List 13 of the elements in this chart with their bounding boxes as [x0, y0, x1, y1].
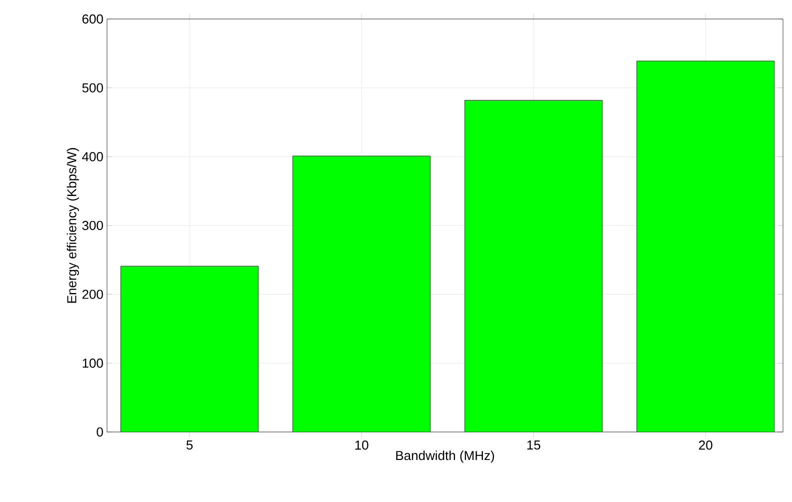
y-tick-label: 0 — [96, 427, 103, 437]
x-axis-title: Bandwidth (MHz) — [396, 450, 494, 463]
y-tick-label: 200 — [82, 290, 103, 299]
y-tick-label: 600 — [82, 14, 103, 24]
y-tick-label: 500 — [82, 83, 103, 92]
y-tick-label: 100 — [82, 358, 103, 368]
y-tick-label: 300 — [82, 220, 103, 230]
y-tick-label: 400 — [82, 152, 103, 162]
x-tick-label: 10 — [355, 440, 368, 450]
x-tick-label: 15 — [527, 440, 540, 450]
x-tick-label: 20 — [699, 440, 712, 450]
x-tick-label: 5 — [186, 440, 193, 450]
y-axis-title: Energy efficiency (Kbps/W) — [66, 148, 79, 303]
